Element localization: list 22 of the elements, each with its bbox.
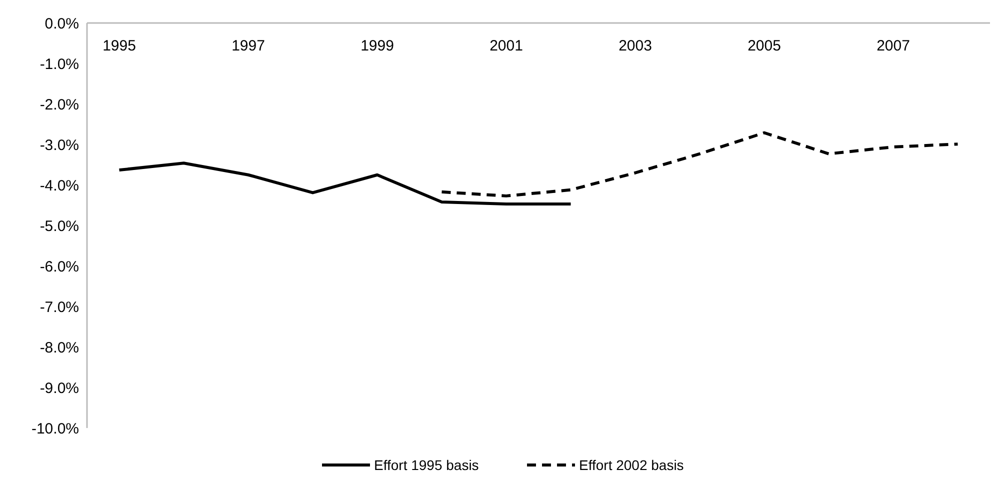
y-tick-label: 0.0% [44,15,79,32]
line-series [118,162,572,206]
y-tick-label: -9.0% [40,380,79,397]
y-tick-label: -1.0% [40,56,79,73]
y-tick-label: -6.0% [40,258,79,276]
x-tick-label: 2003 [618,37,652,54]
line-series [440,131,960,198]
y-tick-label: -2.0% [40,96,79,114]
x-tick-label: 2005 [748,37,781,54]
y-tick-label: -4.0% [40,177,79,194]
legend-label: Effort 1995 basis [374,456,479,473]
y-tick-label: -5.0% [40,218,79,235]
legend-label: Effort 2002 basis [579,456,684,473]
x-tick-label: 1999 [360,37,394,54]
x-tick-label: 1997 [232,37,265,54]
y-tick-label: -10.0% [31,420,79,438]
y-tick-label: -7.0% [40,298,79,316]
x-tick-label: 2001 [490,37,523,54]
y-tick-label: -3.0% [40,136,79,154]
y-tick-label: -8.0% [40,339,79,356]
x-tick-label: 1995 [102,37,136,54]
x-tick-label: 2007 [876,37,910,54]
